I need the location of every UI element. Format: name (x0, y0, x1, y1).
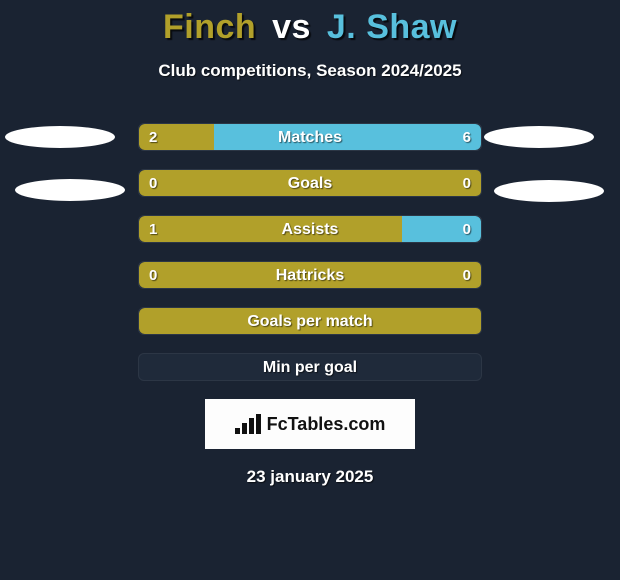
stat-label: Hattricks (139, 262, 481, 288)
stat-row: Assists1 0 (138, 215, 482, 243)
watermark: FcTables.com (205, 399, 415, 449)
stat-label: Goals per match (139, 308, 481, 334)
page-title: Finch vs J. Shaw (0, 0, 620, 47)
stat-row: Goals0 0 (138, 169, 482, 197)
watermark-text: FcTables.com (267, 414, 386, 435)
stat-value-right: 6 (463, 124, 471, 150)
title-player1: Finch (163, 8, 256, 46)
decorative-ellipse (494, 180, 604, 202)
chart-bars-icon (235, 414, 261, 434)
title-player2: J. Shaw (327, 8, 457, 46)
stat-row: Matches2 6 (138, 123, 482, 151)
stat-label: Min per goal (139, 354, 481, 380)
stat-value-left: 1 (149, 216, 157, 242)
stats-container: Matches26Goals00Assists10Hattricks00Goal… (0, 123, 620, 381)
decorative-ellipse (484, 126, 594, 148)
date-line: 23 january 2025 (0, 467, 620, 487)
stat-value-left: 2 (149, 124, 157, 150)
stat-value-left: 0 (149, 170, 157, 196)
decorative-ellipse (5, 126, 115, 148)
stat-label: Goals (139, 170, 481, 196)
stat-label: Assists (139, 216, 481, 242)
stat-label: Matches (139, 124, 481, 150)
stat-row: Hattricks0 0 (138, 261, 482, 289)
decorative-ellipse (15, 179, 125, 201)
subtitle: Club competitions, Season 2024/2025 (0, 61, 620, 81)
stat-value-left: 0 (149, 262, 157, 288)
stat-value-right: 0 (463, 170, 471, 196)
title-vs: vs (272, 8, 311, 46)
stat-row: Min per goal (138, 353, 482, 381)
stat-row: Goals per match (138, 307, 482, 335)
stat-value-right: 0 (463, 262, 471, 288)
stat-value-right: 0 (463, 216, 471, 242)
